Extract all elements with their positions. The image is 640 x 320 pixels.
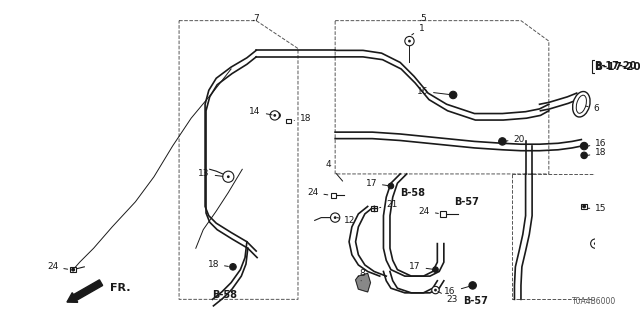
Circle shape — [432, 286, 439, 294]
Text: B-58: B-58 — [400, 188, 425, 197]
Circle shape — [600, 285, 605, 291]
Text: 4: 4 — [326, 160, 342, 181]
Circle shape — [449, 91, 457, 99]
Text: 24: 24 — [47, 262, 68, 271]
Circle shape — [333, 216, 337, 219]
Text: 17: 17 — [409, 262, 433, 271]
Text: 10: 10 — [0, 319, 1, 320]
Circle shape — [273, 114, 276, 117]
Circle shape — [594, 242, 596, 245]
Text: 24: 24 — [419, 207, 438, 216]
Text: 18: 18 — [294, 114, 311, 123]
Text: 17: 17 — [365, 179, 388, 188]
Bar — [593, 60, 640, 73]
Bar — [70, 267, 76, 272]
Bar — [440, 211, 445, 217]
Text: B-17-20: B-17-20 — [595, 61, 637, 71]
Text: 16: 16 — [417, 87, 451, 96]
Bar — [286, 119, 291, 123]
Text: 3: 3 — [0, 319, 1, 320]
Circle shape — [72, 268, 74, 271]
Circle shape — [275, 113, 280, 118]
Text: 11: 11 — [0, 319, 1, 320]
Circle shape — [612, 256, 615, 259]
Text: 19: 19 — [0, 319, 1, 320]
Text: 21: 21 — [380, 200, 397, 209]
Circle shape — [581, 152, 588, 159]
Polygon shape — [356, 273, 371, 292]
Text: B-57: B-57 — [463, 296, 488, 306]
Text: 18: 18 — [588, 148, 607, 157]
Text: 2: 2 — [0, 319, 1, 320]
Circle shape — [469, 282, 476, 289]
Text: FR.: FR. — [110, 283, 131, 293]
Circle shape — [223, 171, 234, 182]
Circle shape — [227, 175, 230, 178]
Text: B-17-20: B-17-20 — [595, 62, 640, 72]
Text: 6: 6 — [586, 104, 599, 113]
Text: 22: 22 — [0, 319, 1, 320]
Circle shape — [434, 289, 437, 292]
Text: 8: 8 — [359, 269, 365, 281]
Text: 1: 1 — [412, 24, 424, 35]
Ellipse shape — [573, 92, 590, 117]
Circle shape — [270, 111, 280, 120]
Circle shape — [580, 142, 588, 150]
Text: 5: 5 — [420, 14, 426, 23]
Ellipse shape — [576, 95, 586, 113]
Text: 24: 24 — [307, 188, 328, 197]
Text: T0A4B6000: T0A4B6000 — [572, 297, 616, 306]
Text: 23: 23 — [438, 292, 458, 304]
Text: B-57: B-57 — [454, 197, 479, 207]
Text: 14: 14 — [250, 107, 272, 116]
Circle shape — [405, 36, 414, 46]
Text: 9: 9 — [0, 319, 1, 320]
Text: 13: 13 — [198, 169, 223, 179]
Text: B-58: B-58 — [212, 290, 237, 300]
Text: 7: 7 — [253, 14, 259, 23]
Circle shape — [433, 267, 438, 272]
Text: 20: 20 — [505, 135, 525, 144]
Circle shape — [330, 213, 340, 222]
Text: 16: 16 — [444, 286, 470, 296]
Bar — [330, 193, 336, 198]
Text: 12: 12 — [337, 216, 356, 225]
Text: 18: 18 — [207, 260, 228, 268]
FancyArrow shape — [67, 280, 102, 302]
Text: 16: 16 — [588, 139, 607, 148]
Bar — [371, 205, 377, 211]
Bar — [606, 264, 612, 270]
Text: 15: 15 — [588, 204, 607, 213]
Bar — [581, 204, 587, 209]
Circle shape — [408, 40, 411, 43]
Circle shape — [230, 264, 236, 270]
Circle shape — [432, 287, 439, 293]
Circle shape — [388, 183, 394, 189]
Circle shape — [610, 254, 618, 261]
Circle shape — [583, 205, 586, 208]
Circle shape — [591, 239, 600, 248]
Circle shape — [499, 138, 506, 145]
